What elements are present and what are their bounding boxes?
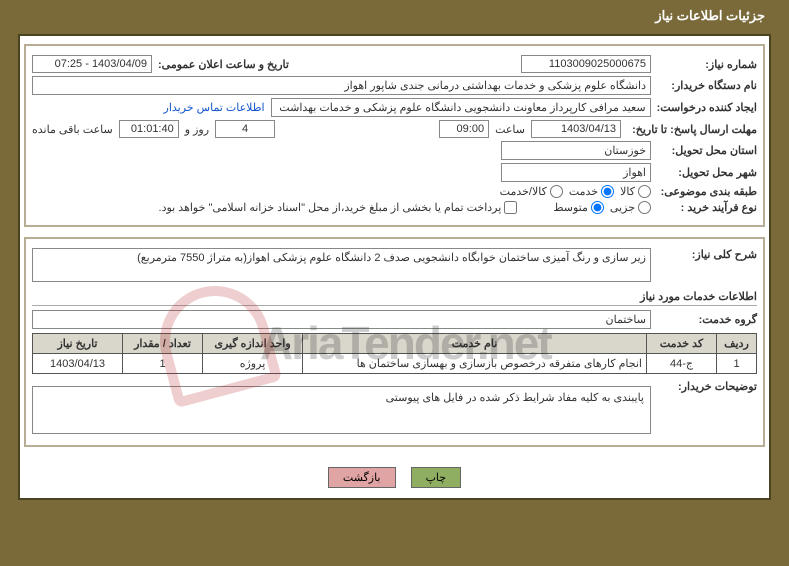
radio-service-input[interactable] (601, 185, 614, 198)
th-row: ردیف (717, 334, 757, 354)
description-label: شرح کلی نیاز: (657, 248, 757, 261)
service-info-label: اطلاعات خدمات مورد نیاز (32, 288, 757, 306)
deadline-date: 1403/04/13 (531, 120, 621, 138)
cell-code: ج-44 (647, 354, 717, 374)
row-province: استان محل تحویل: خوزستان (32, 141, 757, 160)
table-row: 1 ج-44 انجام کارهای متفرقه درخصوص بازساز… (33, 354, 757, 374)
cell-row: 1 (717, 354, 757, 374)
checkbox-treasury-input[interactable] (504, 201, 517, 214)
th-unit: واحد اندازه گیری (203, 334, 303, 354)
requester-label: ایجاد کننده درخواست: (657, 101, 757, 114)
th-code: کد خدمت (647, 334, 717, 354)
radio-both[interactable]: کالا/خدمت (500, 185, 563, 198)
row-need-number: شماره نیاز: 1103009025000675 تاریخ و ساع… (32, 55, 757, 73)
th-qty: تعداد / مقدار (123, 334, 203, 354)
category-label: طبقه بندی موضوعی: (657, 185, 757, 198)
row-city: شهر محل تحویل: اهواز (32, 163, 757, 182)
radio-both-label: کالا/خدمت (500, 185, 547, 198)
table-header-row: ردیف کد خدمت نام خدمت واحد اندازه گیری ت… (33, 334, 757, 354)
remain-label: ساعت باقی مانده (32, 123, 113, 136)
process-label: نوع فرآیند خرید : (657, 201, 757, 214)
buyer-value: دانشگاه علوم پزشکی و خدمات بهداشتی درمان… (32, 76, 651, 95)
radio-goods[interactable]: کالا (620, 185, 651, 198)
row-description: شرح کلی نیاز: زیر سازی و رنگ آمیزی ساختم… (32, 248, 757, 282)
cell-name: انجام کارهای متفرقه درخصوص بازسازی و بهس… (303, 354, 647, 374)
treasury-note: پرداخت تمام یا بخشی از مبلغ خرید،از محل … (159, 201, 502, 214)
checkbox-treasury[interactable]: پرداخت تمام یا بخشی از مبلغ خرید،از محل … (159, 201, 518, 214)
days-and-label: روز و (185, 123, 209, 136)
row-deadline: مهلت ارسال پاسخ: تا تاریخ: 1403/04/13 سا… (32, 120, 757, 138)
buyer-label: نام دستگاه خریدار: (657, 79, 757, 92)
row-category: طبقه بندی موضوعی: کالا خدمت کالا/خدمت (32, 185, 757, 198)
radio-minor-input[interactable] (638, 201, 651, 214)
contact-link[interactable]: اطلاعات تماس خریدار (164, 101, 265, 114)
need-info-group: شماره نیاز: 1103009025000675 تاریخ و ساع… (24, 44, 765, 227)
remain-days: 4 (215, 120, 275, 138)
cell-unit: پروژه (203, 354, 303, 374)
radio-medium[interactable]: متوسط (553, 201, 604, 214)
main-panel: AriaTender.net شماره نیاز: 1103009025000… (18, 34, 771, 500)
radio-goods-label: کالا (620, 185, 635, 198)
services-table: ردیف کد خدمت نام خدمت واحد اندازه گیری ت… (32, 333, 757, 374)
city-label: شهر محل تحویل: (657, 166, 757, 179)
service-group-value: ساختمان (32, 310, 651, 329)
row-service-group: گروه خدمت: ساختمان (32, 310, 757, 329)
th-date: تاریخ نیاز (33, 334, 123, 354)
remain-time: 01:01:40 (119, 120, 179, 138)
print-button[interactable]: چاپ (411, 467, 462, 488)
radio-goods-input[interactable] (638, 185, 651, 198)
need-number-value: 1103009025000675 (521, 55, 651, 73)
buyer-note-value: پایبندی به کلیه مفاد شرایط ذکر شده در فا… (32, 386, 651, 434)
radio-minor-label: جزیی (610, 201, 635, 214)
city-value: اهواز (501, 163, 651, 182)
row-buyer: نام دستگاه خریدار: دانشگاه علوم پزشکی و … (32, 76, 757, 95)
need-number-label: شماره نیاز: (657, 58, 757, 71)
radio-service-label: خدمت (569, 185, 598, 198)
announce-label: تاریخ و ساعت اعلان عمومی: (158, 58, 289, 71)
button-bar: چاپ بازگشت (24, 457, 765, 494)
page: جزئیات اطلاعات نیاز AriaTender.net شماره… (0, 0, 789, 566)
deadline-label: مهلت ارسال پاسخ: تا تاریخ: (627, 123, 757, 136)
cell-qty: 1 (123, 354, 203, 374)
row-buyer-note: توضیحات خریدار: پایبندی به کلیه مفاد شرا… (32, 380, 757, 434)
province-label: استان محل تحویل: (657, 144, 757, 157)
radio-service[interactable]: خدمت (569, 185, 614, 198)
requester-value: سعید مرافی کارپرداز معاونت دانشجویی دانش… (271, 98, 651, 117)
radio-medium-input[interactable] (591, 201, 604, 214)
th-name: نام خدمت (303, 334, 647, 354)
row-requester: ایجاد کننده درخواست: سعید مرافی کارپرداز… (32, 98, 757, 117)
province-value: خوزستان (501, 141, 651, 160)
time-label: ساعت (495, 123, 525, 136)
radio-both-input[interactable] (550, 185, 563, 198)
page-title: جزئیات اطلاعات نیاز (18, 0, 771, 34)
back-button[interactable]: بازگشت (328, 467, 396, 488)
deadline-time: 09:00 (439, 120, 489, 138)
description-group: شرح کلی نیاز: زیر سازی و رنگ آمیزی ساختم… (24, 237, 765, 447)
row-process: نوع فرآیند خرید : جزیی متوسط پرداخت تمام… (32, 201, 757, 214)
radio-medium-label: متوسط (553, 201, 588, 214)
description-value: زیر سازی و رنگ آمیزی ساختمان خوابگاه دان… (32, 248, 651, 282)
cell-date: 1403/04/13 (33, 354, 123, 374)
buyer-note-label: توضیحات خریدار: (657, 380, 757, 393)
service-group-label: گروه خدمت: (657, 313, 757, 326)
announce-value: 1403/04/09 - 07:25 (32, 55, 152, 73)
radio-minor[interactable]: جزیی (610, 201, 651, 214)
